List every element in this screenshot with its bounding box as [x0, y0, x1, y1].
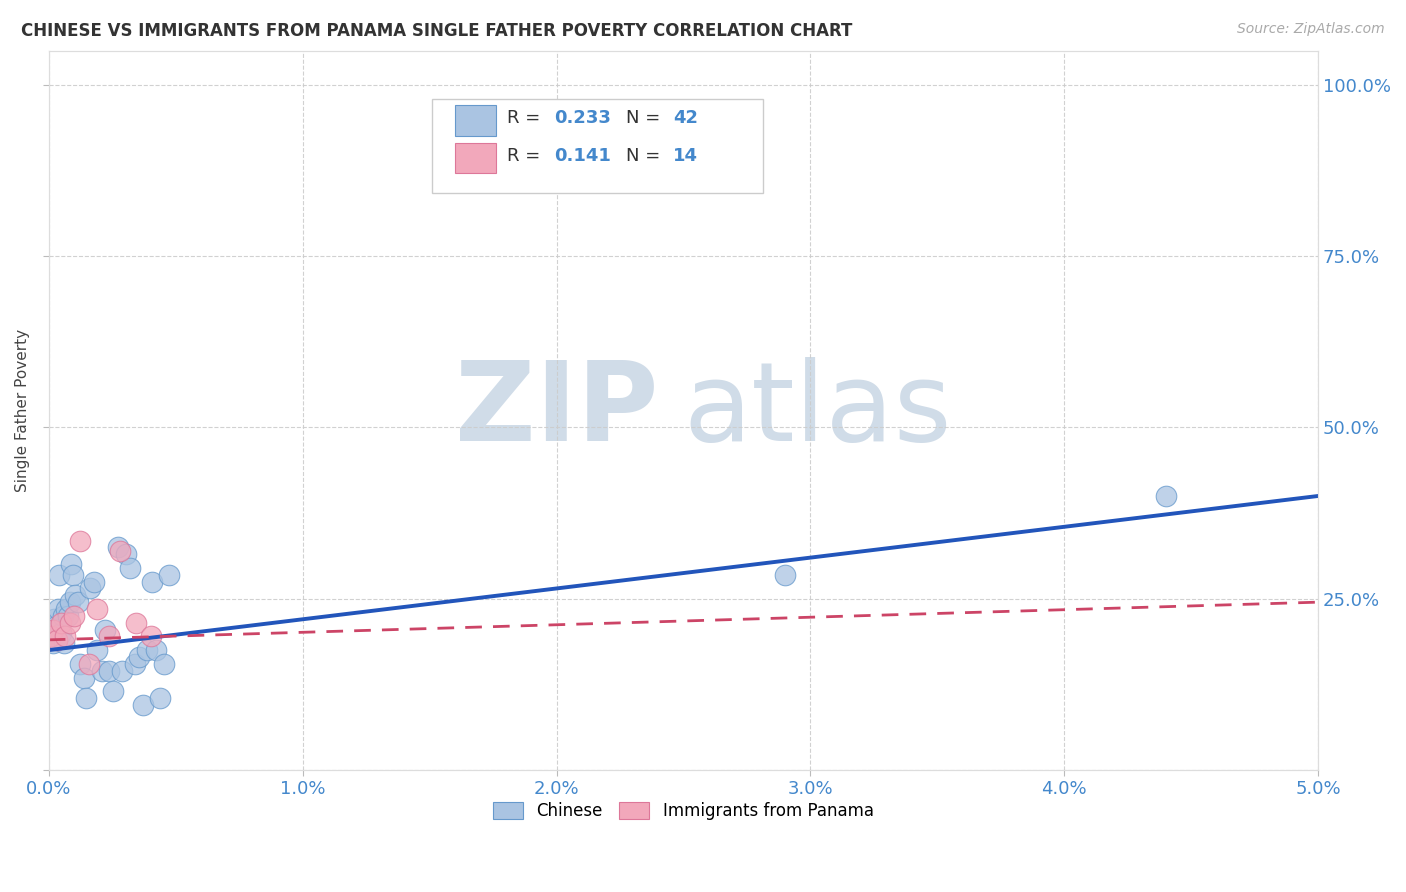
Point: [86, 643, 108, 657]
Point: [45, 619, 67, 633]
Point: [48, 567, 70, 582]
Point: [98, 629, 121, 643]
FancyBboxPatch shape: [456, 143, 495, 173]
Point: [98, 664, 121, 678]
Point: [53, 636, 76, 650]
Point: [53, 629, 76, 643]
Point: [145, 643, 167, 657]
Point: [45, 632, 67, 647]
Point: [52, 608, 75, 623]
Point: [63, 588, 86, 602]
Text: R =: R =: [508, 146, 546, 165]
Point: [153, 657, 176, 671]
Text: 42: 42: [673, 110, 699, 128]
Point: [157, 567, 180, 582]
Text: CHINESE VS IMMIGRANTS FROM PANAMA SINGLE FATHER POVERTY CORRELATION CHART: CHINESE VS IMMIGRANTS FROM PANAMA SINGLE…: [21, 22, 852, 40]
Text: 0.141: 0.141: [554, 146, 610, 165]
Point: [49, 626, 72, 640]
Point: [55, 602, 77, 616]
Text: 14: 14: [673, 146, 699, 165]
Point: [44, 612, 66, 626]
Point: [42, 636, 65, 650]
Y-axis label: Single Father Poverty: Single Father Poverty: [15, 329, 30, 491]
Point: [111, 664, 134, 678]
Point: [103, 684, 125, 698]
Point: [124, 657, 146, 671]
Point: [139, 629, 162, 643]
Point: [149, 691, 172, 706]
Point: [773, 567, 796, 582]
Point: [39, 629, 62, 643]
Point: [69, 533, 91, 548]
Point: [41, 629, 63, 643]
Point: [86, 602, 108, 616]
Point: [115, 547, 138, 561]
Point: [69, 657, 91, 671]
Point: [56, 608, 79, 623]
Point: [94, 623, 117, 637]
Point: [1154, 489, 1177, 503]
Point: [120, 561, 142, 575]
Point: [83, 574, 105, 589]
Text: N =: N =: [626, 146, 666, 165]
Point: [132, 698, 155, 712]
Point: [90, 664, 112, 678]
FancyBboxPatch shape: [456, 105, 495, 136]
Text: R =: R =: [508, 110, 546, 128]
Point: [77, 657, 100, 671]
Text: 0.233: 0.233: [554, 110, 610, 128]
Point: [128, 650, 150, 665]
Text: N =: N =: [626, 110, 666, 128]
Point: [62, 567, 84, 582]
Point: [42, 623, 65, 637]
Point: [48, 602, 70, 616]
Point: [110, 543, 132, 558]
Point: [66, 595, 89, 609]
Point: [58, 595, 80, 609]
Point: [141, 574, 163, 589]
Point: [49, 615, 72, 630]
Point: [107, 541, 129, 555]
Point: [79, 582, 101, 596]
FancyBboxPatch shape: [432, 99, 763, 193]
Legend: Chinese, Immigrants from Panama: Chinese, Immigrants from Panama: [486, 795, 880, 826]
Text: Source: ZipAtlas.com: Source: ZipAtlas.com: [1237, 22, 1385, 37]
Point: [60, 558, 83, 572]
Point: [45, 632, 67, 647]
Text: ZIP: ZIP: [454, 357, 658, 464]
Point: [62, 608, 84, 623]
Point: [73, 671, 96, 685]
Point: [75, 691, 97, 706]
Point: [58, 615, 80, 630]
Point: [124, 615, 146, 630]
Text: atlas: atlas: [683, 357, 952, 464]
Point: [136, 643, 159, 657]
